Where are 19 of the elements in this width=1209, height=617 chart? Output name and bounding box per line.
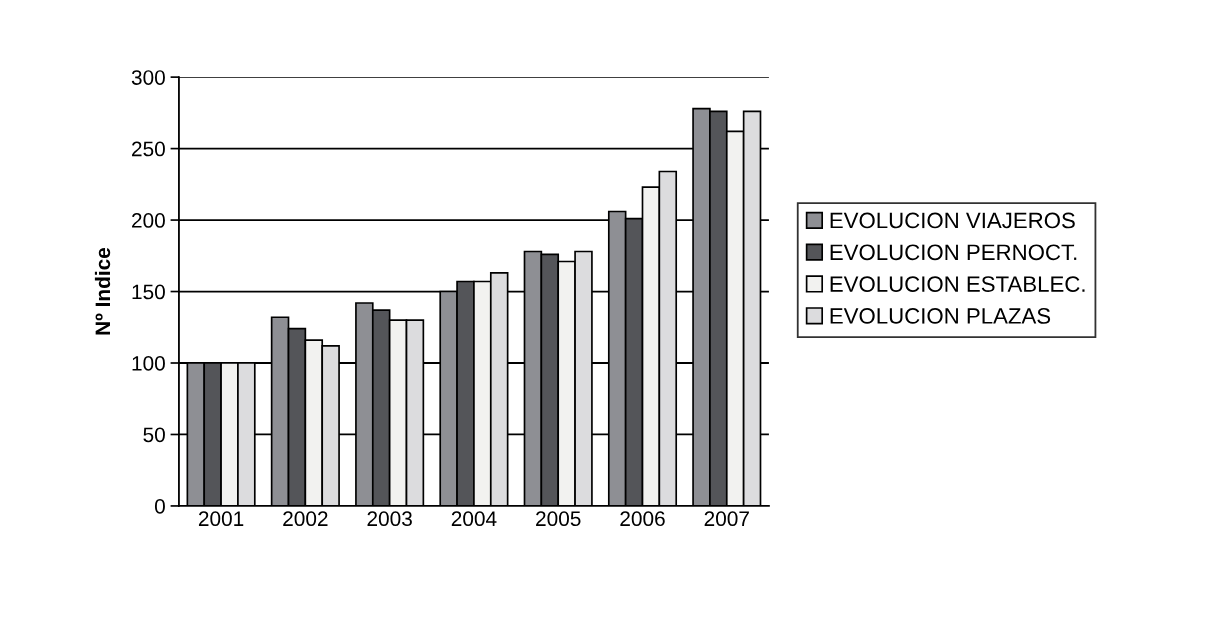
y-axis-title: Nº Indice: [94, 247, 111, 335]
legend-label: EVOLUCION ESTABLEC.: [830, 276, 1085, 292]
y-tick-label: 250: [132, 141, 165, 157]
x-tick-label: 2004: [451, 511, 497, 527]
x-tick-label: 2006: [620, 511, 665, 527]
y-tick-label: 50: [143, 427, 165, 443]
x-tick-label: 2001: [198, 511, 244, 527]
y-tick-label: 300: [131, 70, 165, 85]
x-tick-label: 2007: [704, 511, 749, 527]
legend-label: EVOLUCION VIAJEROS: [830, 212, 1075, 229]
y-tick-label: 100: [132, 356, 165, 371]
y-tick-label: 200: [132, 213, 165, 228]
x-tick-label: 2003: [367, 511, 412, 527]
legend-label: EVOLUCION PLAZAS: [830, 308, 1051, 324]
y-tick-label: 0: [154, 498, 165, 514]
x-tick-label: 2005: [536, 511, 581, 527]
y-tick-label: 150: [132, 284, 165, 300]
legend-label: EVOLUCION PERNOCT.: [830, 244, 1077, 261]
x-tick-label: 2002: [283, 511, 328, 527]
